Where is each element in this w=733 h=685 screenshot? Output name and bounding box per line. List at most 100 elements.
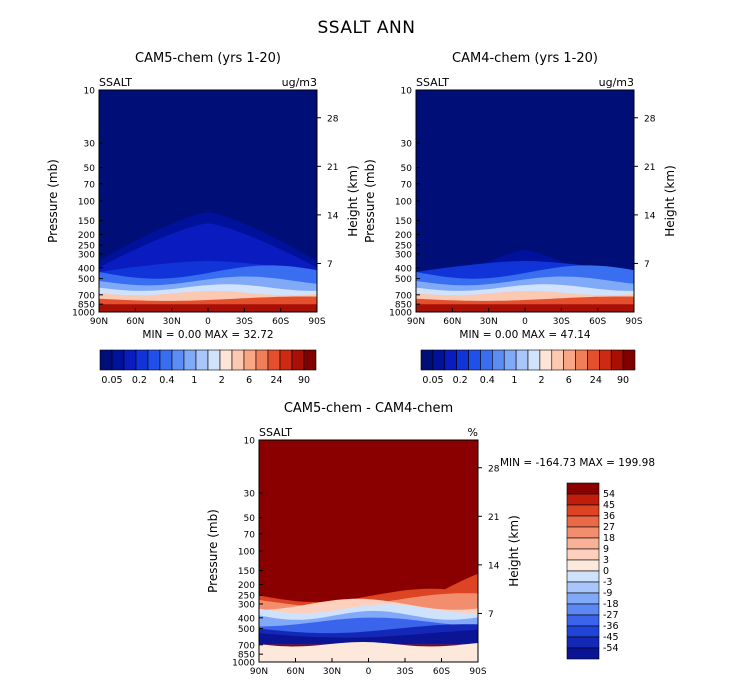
panel-title: CAM5-chem (yrs 1-20) [135,51,281,66]
colorbar-cell [551,349,564,371]
colorbar-cell [566,548,600,561]
height-tick-label: 7 [644,260,650,270]
y-tick-label: 70 [401,180,413,190]
colorbar-cell [267,349,281,371]
colorbar-label: 90 [617,375,629,386]
y-tick-label: 30 [84,139,96,149]
y-axis-label: Pressure (mb) [46,159,60,243]
y-axis-label-right: Height (km) [663,165,677,236]
stats-text: MIN = -164.73 MAX = 199.98 [500,457,655,469]
colorbar-label: -36 [603,621,619,632]
colorbar-label: 0.4 [159,375,174,386]
contour-band-surface [259,642,478,662]
colorbar-cell [566,482,600,495]
y-tick-label: 200 [395,231,412,241]
colorbar-label: 0.2 [453,375,468,386]
panel-title: CAM5-chem - CAM4-chem [284,401,453,416]
colorbar-label: -3 [603,577,612,588]
y-tick-label: 700 [395,291,412,301]
colorbar-label: -18 [603,599,619,610]
colorbar-cell [432,349,446,371]
variable-label: SSALT [259,426,292,439]
colorbar-label: 0.05 [101,375,122,386]
height-tick-label: 28 [644,114,656,124]
y-tick-label: 200 [238,581,255,591]
colorbar-cell [622,349,636,371]
y-tick-label: 30 [244,489,256,499]
colorbar-cell [420,349,434,371]
colorbar-cell [610,349,624,371]
y-axis-label: Pressure (mb) [206,509,220,593]
colorbar-label: 36 [603,511,615,522]
colorbar-cell [243,349,257,371]
colorbar-cell [566,526,600,539]
y-tick-label: 1000 [232,659,255,669]
colorbar-cell [566,636,600,649]
colorbar-label: 0.2 [132,375,147,386]
colorbar-cell [159,349,173,371]
height-tick-label: 7 [327,260,333,270]
contour-band-8 [259,629,478,645]
colorbar-label: 45 [603,500,615,511]
y-tick-label: 1000 [389,309,412,319]
y-tick-label: 400 [395,264,412,274]
height-tick-label: 21 [327,163,338,173]
y-tick-label: 700 [238,641,255,651]
y-tick-label: 70 [84,180,96,190]
y-tick-label: 500 [78,275,95,285]
colorbar-cell [566,515,600,528]
x-tick-label: 0 [205,317,211,327]
colorbar-cell [207,349,221,371]
colorbar-label: -9 [603,588,612,599]
colorbar-cell [183,349,197,371]
y-tick-label: 70 [244,530,256,540]
colorbar-cell [468,349,481,371]
x-tick-label: 60S [589,317,606,327]
units-label: ug/m3 [282,76,317,89]
x-tick-label: 60S [433,667,450,677]
colorbar-label: 1 [191,375,197,386]
colorbar-label: 24 [271,375,283,386]
colorbar-label: 24 [590,375,602,386]
y-tick-label: 200 [78,231,95,241]
colorbar-cell [566,559,600,572]
y-tick-label: 250 [238,592,255,602]
y-axis-label-right: Height (km) [346,165,360,236]
x-tick-label: 30N [480,317,498,327]
colorbar-label: 2 [219,375,225,386]
y-axis-label: Pressure (mb) [363,159,377,243]
colorbar-cell [456,349,469,371]
heatmap-field-3 [259,440,478,662]
x-tick-label: 0 [366,667,372,677]
y-tick-label: 300 [395,250,412,260]
colorbar-cell [563,349,576,371]
colorbar-label: 6 [246,375,252,386]
colorbar-cell [147,349,161,371]
x-tick-label: 90S [469,667,486,677]
stats-text: MIN = 0.00 MAX = 47.14 [459,329,590,341]
y-tick-label: 150 [238,567,255,577]
colorbar-cell [599,349,612,371]
colorbar-cell [566,570,600,583]
colorbar-label: 54 [603,489,615,500]
units-label: % [468,426,478,439]
figure-title: SSALT ANN [317,18,416,38]
colorbar-label: -54 [603,643,619,654]
colorbar-cell [444,349,457,371]
y-tick-label: 850 [395,301,412,311]
y-tick-label: 700 [78,291,95,301]
colorbar-cell [123,349,137,371]
y-tick-label: 250 [78,242,95,252]
colorbar-cell [171,349,185,371]
heatmap-field-1 [99,90,317,312]
colorbar-cell [566,537,600,550]
colorbar-cell [539,349,553,371]
height-tick-label: 14 [644,211,656,221]
y-tick-label: 10 [84,87,96,97]
colorbar-cell [503,349,517,371]
x-tick-label: 30S [553,317,570,327]
y-tick-label: 100 [395,198,412,208]
colorbar-label: -27 [603,610,619,621]
colorbar-label: 2 [539,375,545,386]
